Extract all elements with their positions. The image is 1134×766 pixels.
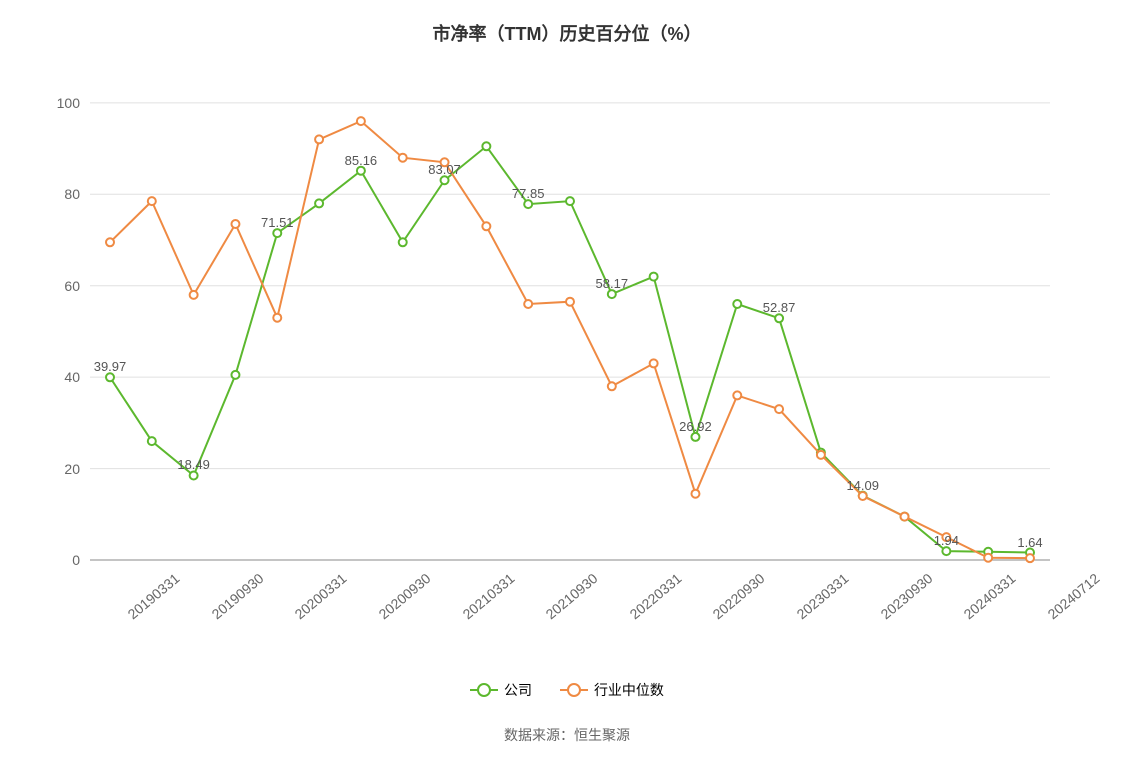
series-marker-1[interactable] — [273, 314, 281, 322]
x-axis-tick-label: 20220930 — [710, 570, 768, 622]
data-label: 77.85 — [512, 186, 545, 201]
series-marker-1[interactable] — [1026, 554, 1034, 562]
y-axis-tick-label: 80 — [64, 186, 80, 202]
series-marker-0[interactable] — [482, 142, 490, 150]
series-marker-0[interactable] — [231, 371, 239, 379]
plot-area: 0204060801002019033120190930202003312020… — [90, 80, 1050, 560]
series-marker-1[interactable] — [190, 291, 198, 299]
legend-label-company: 公司 — [504, 680, 532, 700]
series-marker-1[interactable] — [984, 554, 992, 562]
series-marker-0[interactable] — [441, 176, 449, 184]
series-marker-1[interactable] — [775, 405, 783, 413]
series-marker-1[interactable] — [608, 382, 616, 390]
legend-item-industry[interactable]: 行业中位数 — [560, 680, 664, 700]
data-label: 85.16 — [345, 153, 378, 168]
series-marker-1[interactable] — [650, 359, 658, 367]
series-marker-0[interactable] — [775, 314, 783, 322]
data-label: 71.51 — [261, 215, 294, 230]
x-axis-tick-label: 20230331 — [794, 570, 852, 622]
data-label: 26.92 — [679, 419, 712, 434]
y-axis-tick-label: 0 — [72, 552, 80, 568]
series-marker-0[interactable] — [942, 547, 950, 555]
x-axis-tick-label: 20240712 — [1045, 570, 1103, 622]
plot-svg — [90, 80, 1050, 560]
data-label: 18.49 — [177, 457, 210, 472]
series-marker-1[interactable] — [733, 391, 741, 399]
series-marker-1[interactable] — [859, 492, 867, 500]
series-marker-0[interactable] — [608, 290, 616, 298]
x-axis-tick-label: 20210331 — [459, 570, 517, 622]
series-marker-0[interactable] — [273, 229, 281, 237]
series-marker-0[interactable] — [148, 437, 156, 445]
series-marker-0[interactable] — [106, 373, 114, 381]
series-marker-1[interactable] — [357, 117, 365, 125]
series-marker-1[interactable] — [691, 490, 699, 498]
series-marker-1[interactable] — [106, 238, 114, 246]
data-label: 14.09 — [846, 478, 879, 493]
chart-title: 市净率（TTM）历史百分位（%） — [0, 0, 1134, 46]
series-marker-1[interactable] — [817, 451, 825, 459]
series-marker-0[interactable] — [190, 471, 198, 479]
series-marker-0[interactable] — [733, 300, 741, 308]
series-marker-0[interactable] — [566, 197, 574, 205]
series-marker-0[interactable] — [650, 273, 658, 281]
x-axis-tick-label: 20200331 — [292, 570, 350, 622]
series-marker-1[interactable] — [901, 513, 909, 521]
series-line-0 — [110, 146, 1030, 552]
y-axis-tick-label: 40 — [64, 369, 80, 385]
chart-container: 市净率（TTM）历史百分位（%） 02040608010020190331201… — [0, 0, 1134, 766]
series-marker-1[interactable] — [148, 197, 156, 205]
series-marker-0[interactable] — [315, 199, 323, 207]
legend-item-company[interactable]: 公司 — [470, 680, 532, 700]
legend-label-industry: 行业中位数 — [594, 680, 664, 700]
x-axis-tick-label: 20240331 — [961, 570, 1019, 622]
series-marker-0[interactable] — [357, 167, 365, 175]
data-label: 39.97 — [94, 359, 127, 374]
legend-swatch-company — [470, 683, 498, 697]
x-axis-tick-label: 20230930 — [877, 570, 935, 622]
series-line-1 — [110, 121, 1030, 558]
data-label: 1.64 — [1017, 535, 1042, 550]
y-axis-tick-label: 60 — [64, 278, 80, 294]
series-marker-1[interactable] — [524, 300, 532, 308]
series-marker-0[interactable] — [691, 433, 699, 441]
x-axis-tick-label: 20200930 — [375, 570, 433, 622]
series-marker-1[interactable] — [315, 135, 323, 143]
data-label: 52.87 — [763, 300, 796, 315]
source-text: 数据来源：恒生聚源 — [0, 725, 1134, 745]
series-marker-1[interactable] — [399, 154, 407, 162]
legend-swatch-industry — [560, 683, 588, 697]
x-axis-tick-label: 20190331 — [125, 570, 183, 622]
y-axis-tick-label: 100 — [57, 95, 80, 111]
series-marker-0[interactable] — [524, 200, 532, 208]
series-marker-1[interactable] — [566, 298, 574, 306]
series-marker-1[interactable] — [482, 222, 490, 230]
data-label: 83.07 — [428, 162, 461, 177]
data-label: 1.94 — [934, 533, 959, 548]
data-label: 58.17 — [596, 276, 629, 291]
series-marker-1[interactable] — [231, 220, 239, 228]
x-axis-tick-label: 20190930 — [208, 570, 266, 622]
y-axis-tick-label: 20 — [64, 461, 80, 477]
x-axis-tick-label: 20210930 — [543, 570, 601, 622]
series-marker-0[interactable] — [399, 238, 407, 246]
legend: 公司 行业中位数 — [0, 680, 1134, 700]
x-axis-tick-label: 20220331 — [626, 570, 684, 622]
